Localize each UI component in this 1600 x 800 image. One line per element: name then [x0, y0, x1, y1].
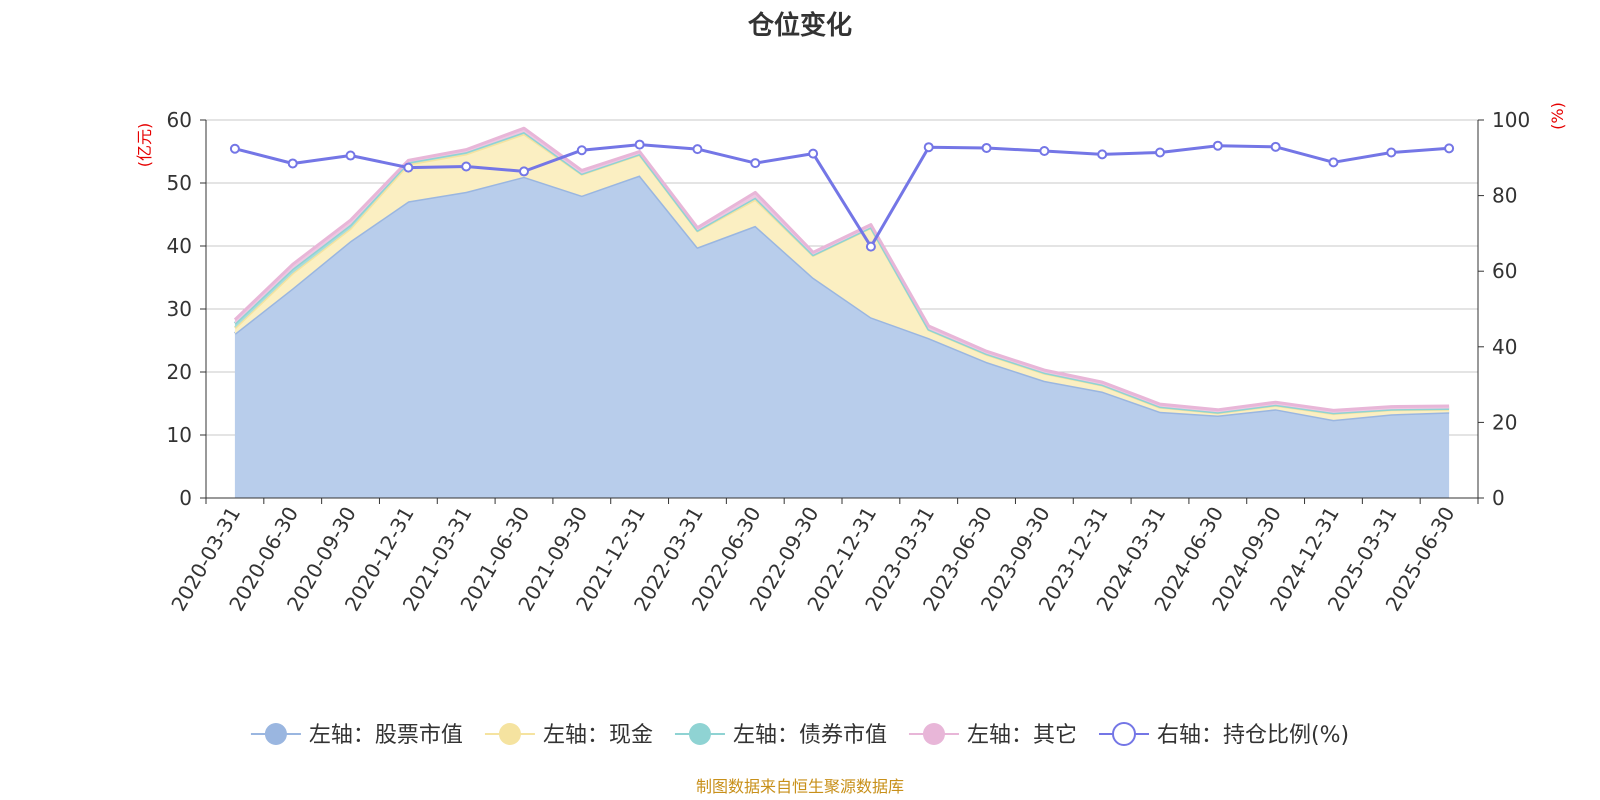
legend-symbol	[1111, 722, 1136, 746]
legend-label: 右轴：持仓比例(%)	[1157, 723, 1349, 748]
left-tick-label: 0	[179, 486, 192, 510]
ratio-point	[981, 142, 992, 153]
right-tick-label: 60	[1492, 259, 1517, 283]
legend-symbol	[688, 723, 711, 745]
legend-label: 左轴：债券市值	[733, 723, 887, 748]
right-tick-label: 0	[1492, 486, 1505, 510]
ratio-point	[865, 241, 876, 252]
stacked-areas	[233, 126, 1450, 498]
right-tick-label: 20	[1492, 410, 1517, 434]
ratio-point	[808, 148, 819, 159]
ratio-point	[1270, 141, 1281, 152]
ratio-point	[634, 139, 645, 150]
ratio-point	[1039, 145, 1050, 156]
ratio-point	[692, 144, 703, 155]
legend: 左轴：股票市值 左轴：现金 左轴：债券市值 左轴：其它 右轴：持仓比例(%)	[250, 722, 1349, 748]
ratio-point	[519, 166, 529, 177]
ratio-point	[1444, 143, 1455, 154]
ratio-line-path	[234, 143, 1450, 249]
left-tick-label: 30	[167, 297, 192, 321]
legend-symbol	[922, 723, 945, 745]
area-左轴：现金	[234, 133, 1450, 420]
ratio-point	[1212, 140, 1223, 151]
ratio-point	[1386, 147, 1397, 158]
right-tick-label: 100	[1492, 108, 1530, 132]
right-tick-label: 80	[1492, 184, 1517, 208]
ratio-point	[403, 162, 414, 173]
legend-label: 左轴：其它	[967, 723, 1077, 748]
area-左轴：股票市值	[234, 175, 1450, 498]
ratio-point	[1155, 147, 1165, 158]
legend-label: 左轴：股票市值	[309, 723, 463, 748]
left-tick-label: 50	[167, 171, 192, 195]
ratio-point	[750, 158, 761, 169]
ratio-point	[1097, 149, 1108, 160]
ratio-point	[345, 150, 356, 161]
left-tick-label: 10	[167, 423, 192, 447]
data-source-note: 制图数据来自恒生聚源数据库	[696, 777, 904, 796]
legend-symbol	[264, 723, 287, 745]
position-ratio-line	[229, 139, 1455, 252]
left-tick-label: 60	[167, 108, 192, 132]
ratio-point	[229, 143, 240, 154]
left-axis-unit: (亿元)	[135, 123, 154, 168]
legend-label: 左轴：现金	[543, 723, 653, 748]
chart-title: 仓位变化	[747, 10, 852, 41]
legend-symbol	[498, 723, 521, 745]
left-tick-label: 20	[167, 360, 192, 384]
right-axis-unit: (%)	[1548, 102, 1567, 130]
right-tick-label: 40	[1492, 335, 1517, 359]
ratio-point	[1328, 157, 1339, 168]
ratio-point	[287, 158, 298, 169]
area-edge-左轴：其它	[233, 126, 1450, 412]
ratio-point	[461, 161, 472, 172]
left-tick-label: 40	[167, 234, 192, 258]
ratio-point	[923, 142, 934, 153]
ratio-point	[576, 145, 587, 156]
